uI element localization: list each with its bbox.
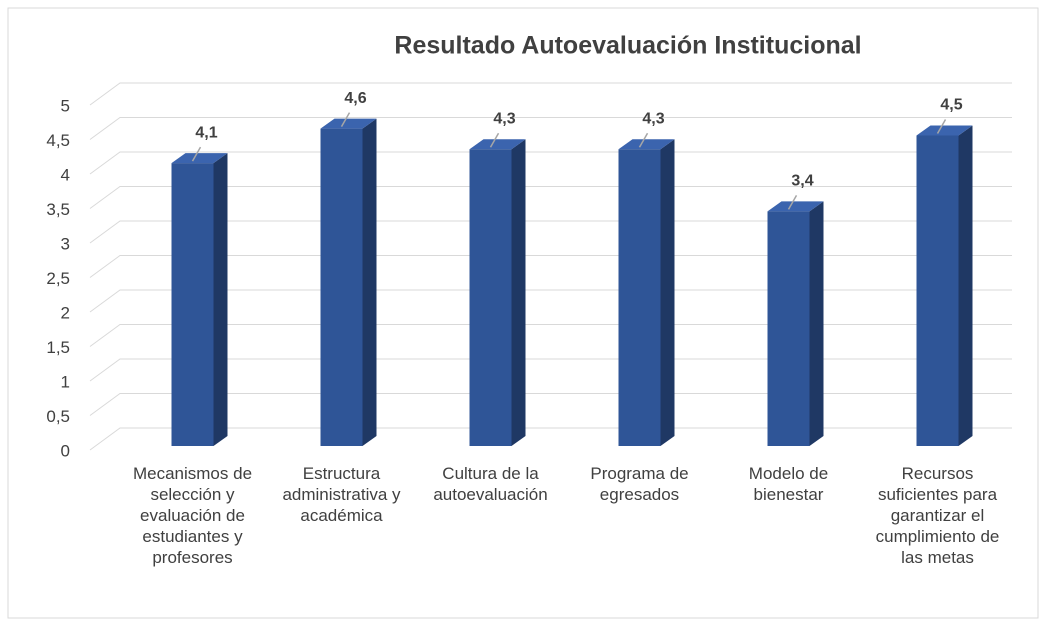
y-tick-label: 0,5	[46, 407, 70, 426]
data-label: 4,3	[493, 111, 515, 128]
grid-line	[89, 427, 1012, 451]
y-tick-label: 1,5	[46, 338, 70, 357]
bar-top	[916, 125, 973, 136]
y-tick-label: 5	[61, 96, 70, 115]
x-tick-label: Recursos suficientes para garantizar el …	[875, 464, 1000, 567]
bar-front	[171, 163, 214, 446]
bar	[618, 139, 675, 447]
x-tick-label: Modelo de bienestar	[748, 464, 829, 504]
bar	[767, 201, 824, 446]
bar-front	[916, 135, 959, 446]
grid-line	[89, 82, 1012, 106]
y-tick-label: 4	[61, 165, 70, 184]
y-tick-label: 3	[61, 234, 70, 253]
data-label: 4,3	[642, 111, 664, 128]
data-label: 4,1	[195, 124, 217, 141]
y-tick-label: 2	[61, 303, 70, 322]
bar-front	[320, 128, 363, 446]
leader-line	[936, 119, 947, 134]
x-tick-label: Estructura administrativa y académica	[282, 464, 401, 525]
bar-side	[511, 139, 526, 447]
leader-line	[787, 195, 798, 210]
leader-line	[340, 112, 351, 127]
y-tick-label: 1	[61, 372, 70, 391]
x-tick-label: Cultura de la autoevaluación	[433, 464, 548, 504]
bar-front	[767, 211, 810, 446]
leader-line	[638, 132, 649, 148]
leader-line	[489, 132, 500, 148]
bar-side	[809, 201, 824, 446]
grid-line	[89, 393, 1012, 416]
bar-front	[618, 149, 661, 447]
chart-title: Resultado Autoevaluación Institucional	[394, 32, 861, 60]
grid-line	[89, 151, 1012, 175]
bar-side	[362, 118, 377, 446]
data-label: 4,5	[940, 97, 962, 114]
grid-line	[89, 117, 1012, 140]
bar-top	[320, 118, 377, 129]
bar-top	[618, 139, 675, 150]
bar-side	[213, 153, 228, 446]
bar-side	[660, 139, 675, 447]
grid-line	[89, 324, 1012, 347]
bar	[916, 125, 973, 446]
bar-top	[469, 139, 526, 150]
bar-top	[767, 201, 824, 212]
grid-line	[89, 255, 1012, 278]
bar	[320, 118, 377, 446]
bar	[171, 153, 228, 446]
bar-top	[171, 153, 228, 164]
y-tick-label: 2,5	[46, 269, 70, 288]
data-label: 4,6	[344, 90, 366, 107]
data-label: 3,4	[791, 173, 813, 190]
bar-front	[469, 149, 512, 447]
grid-line	[89, 358, 1012, 382]
y-tick-label: 4,5	[46, 131, 70, 150]
y-tick-label: 0	[61, 441, 70, 460]
x-tick-label: Mecanismos de selección y evaluación de …	[132, 464, 253, 567]
bar	[469, 139, 526, 447]
leader-line	[191, 146, 202, 162]
y-tick-label: 3,5	[46, 200, 70, 219]
x-tick-label: Programa de egresados	[590, 464, 689, 504]
grid-line	[89, 186, 1012, 209]
grid-line	[89, 289, 1012, 313]
grid-line	[89, 220, 1012, 244]
bar-side	[958, 125, 973, 446]
